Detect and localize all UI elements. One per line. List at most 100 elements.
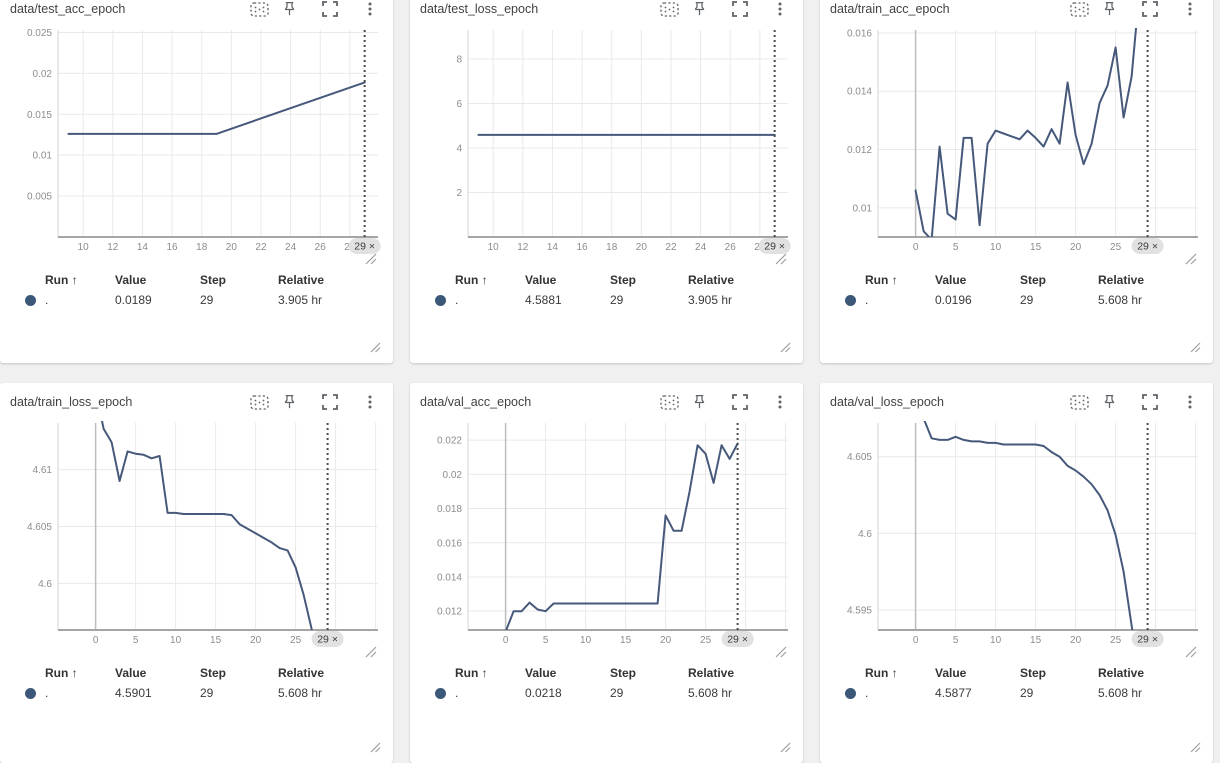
- svg-text:4.6: 4.6: [38, 579, 52, 590]
- fullscreen-icon[interactable]: [732, 394, 748, 410]
- card-actions: [660, 1, 787, 18]
- more-options-icon[interactable]: [363, 1, 377, 17]
- svg-text:25: 25: [700, 635, 712, 646]
- fullscreen-icon[interactable]: [1142, 394, 1158, 410]
- run-row[interactable]: . 4.5901 29 5.608 hr: [0, 683, 393, 703]
- scalar-card: data/val_loss_epoch: [820, 383, 1213, 763]
- svg-text:15: 15: [210, 635, 222, 646]
- fullscreen-icon[interactable]: [322, 1, 338, 17]
- column-header-run[interactable]: Run ↑: [45, 666, 78, 680]
- svg-text:29 ×: 29 ×: [764, 241, 785, 253]
- svg-text:24: 24: [285, 242, 297, 253]
- runs-table: Run ↑ Value Step Relative . 0.0196 29 5.…: [820, 270, 1213, 310]
- svg-text:4.605: 4.605: [27, 522, 52, 533]
- card-resize-handle[interactable]: [1190, 342, 1201, 353]
- run-row[interactable]: . 0.0196 29 5.608 hr: [820, 290, 1213, 310]
- fullscreen-icon[interactable]: [322, 394, 338, 410]
- column-header-value[interactable]: Value: [935, 273, 967, 287]
- column-header-value[interactable]: Value: [115, 666, 147, 680]
- column-header-relative[interactable]: Relative: [1098, 666, 1145, 680]
- more-options-icon[interactable]: [773, 1, 787, 17]
- column-header-step[interactable]: Step: [200, 666, 227, 680]
- column-header-run[interactable]: Run ↑: [865, 273, 898, 287]
- svg-text:0.015: 0.015: [27, 110, 52, 121]
- scalar-card: data/test_loss_epoch: [410, 0, 803, 363]
- card-resize-handle[interactable]: [370, 342, 381, 353]
- column-header-relative[interactable]: Relative: [278, 273, 325, 287]
- column-header-value[interactable]: Value: [525, 273, 557, 287]
- fit-to-domain-icon[interactable]: [660, 394, 679, 410]
- more-options-icon[interactable]: [1183, 1, 1197, 17]
- run-row[interactable]: . 4.5881 29 3.905 hr: [410, 290, 803, 310]
- run-color-dot: [25, 687, 36, 699]
- svg-text:25: 25: [1110, 242, 1122, 253]
- column-header-run[interactable]: Run ↑: [865, 666, 898, 680]
- run-relative: 5.608 hr: [1098, 293, 1143, 307]
- line-chart[interactable]: 4.595 4.6 4.605 0 5 10 15 20 25 29 ×: [820, 421, 1213, 659]
- svg-text:12: 12: [517, 242, 529, 253]
- fit-to-domain-icon[interactable]: [250, 1, 269, 17]
- card-resize-handle[interactable]: [780, 342, 791, 353]
- line-chart[interactable]: 4.6 4.605 4.61 0 5 10 15 20 25 29 ×: [0, 421, 393, 659]
- run-name: .: [455, 293, 459, 307]
- svg-text:5: 5: [953, 242, 959, 253]
- line-chart[interactable]: 0.01 0.012 0.014 0.016 0 5 10 15 20 25 29 ×: [820, 28, 1213, 266]
- more-options-icon[interactable]: [773, 394, 787, 410]
- card-resize-handle[interactable]: [1190, 742, 1201, 753]
- column-header-value[interactable]: Value: [935, 666, 967, 680]
- svg-text:22: 22: [665, 242, 677, 253]
- column-header-relative[interactable]: Relative: [1098, 273, 1145, 287]
- fit-to-domain-icon[interactable]: [1070, 1, 1089, 17]
- more-options-icon[interactable]: [363, 394, 377, 410]
- card-header: data/val_loss_epoch: [820, 383, 1213, 421]
- column-header-relative[interactable]: Relative: [278, 666, 325, 680]
- column-header-step[interactable]: Step: [1020, 273, 1047, 287]
- column-header-relative[interactable]: Relative: [688, 273, 735, 287]
- svg-text:0.016: 0.016: [847, 28, 872, 39]
- fit-to-domain-icon[interactable]: [660, 1, 679, 17]
- svg-text:18: 18: [196, 242, 208, 253]
- fit-to-domain-icon[interactable]: [250, 394, 269, 410]
- svg-text:10: 10: [78, 242, 90, 253]
- card-title: data/train_loss_epoch: [10, 395, 133, 409]
- pin-icon[interactable]: [692, 394, 707, 411]
- line-chart[interactable]: 0.005 0.01 0.015 0.02 0.025 10 12 14 16 18 20 22 24 2…: [0, 28, 393, 266]
- svg-text:4.6: 4.6: [858, 529, 872, 540]
- card-title: data/test_loss_epoch: [420, 2, 539, 16]
- pin-icon[interactable]: [282, 394, 297, 411]
- pin-icon[interactable]: [282, 1, 297, 18]
- fullscreen-icon[interactable]: [732, 1, 748, 17]
- run-row[interactable]: . 0.0218 29 5.608 hr: [410, 683, 803, 703]
- column-header-run[interactable]: Run ↑: [455, 666, 488, 680]
- table-header-row: Run ↑ Value Step Relative: [410, 270, 803, 290]
- column-header-value[interactable]: Value: [115, 273, 147, 287]
- run-row[interactable]: . 0.0189 29 3.905 hr: [0, 290, 393, 310]
- run-color-dot: [845, 687, 856, 699]
- column-header-relative[interactable]: Relative: [688, 666, 735, 680]
- fullscreen-icon[interactable]: [1142, 1, 1158, 17]
- fit-to-domain-icon[interactable]: [1070, 394, 1089, 410]
- pin-icon[interactable]: [1102, 394, 1117, 411]
- more-options-icon[interactable]: [1183, 394, 1197, 410]
- column-header-value[interactable]: Value: [525, 666, 557, 680]
- run-row[interactable]: . 4.5877 29 5.608 hr: [820, 683, 1213, 703]
- column-header-run[interactable]: Run ↑: [45, 273, 78, 287]
- svg-text:26: 26: [315, 242, 327, 253]
- column-header-step[interactable]: Step: [610, 666, 637, 680]
- line-chart[interactable]: 0.012 0.014 0.016 0.018 0.02 0.022 0 5 10 15 20 25 2…: [410, 421, 803, 659]
- card-actions: [1070, 1, 1197, 18]
- svg-text:26: 26: [725, 242, 737, 253]
- column-header-step[interactable]: Step: [200, 273, 227, 287]
- pin-icon[interactable]: [692, 1, 707, 18]
- svg-text:0.012: 0.012: [847, 145, 872, 156]
- line-chart[interactable]: 24681012141618202224262829 ×: [410, 28, 803, 266]
- svg-text:16: 16: [167, 242, 179, 253]
- column-header-run[interactable]: Run ↑: [455, 273, 488, 287]
- column-header-step[interactable]: Step: [1020, 666, 1047, 680]
- run-relative: 5.608 hr: [278, 686, 323, 700]
- column-header-step[interactable]: Step: [610, 273, 637, 287]
- card-resize-handle[interactable]: [780, 742, 791, 753]
- pin-icon[interactable]: [1102, 1, 1117, 18]
- table-header-row: Run ↑ Value Step Relative: [410, 663, 803, 683]
- card-resize-handle[interactable]: [370, 742, 381, 753]
